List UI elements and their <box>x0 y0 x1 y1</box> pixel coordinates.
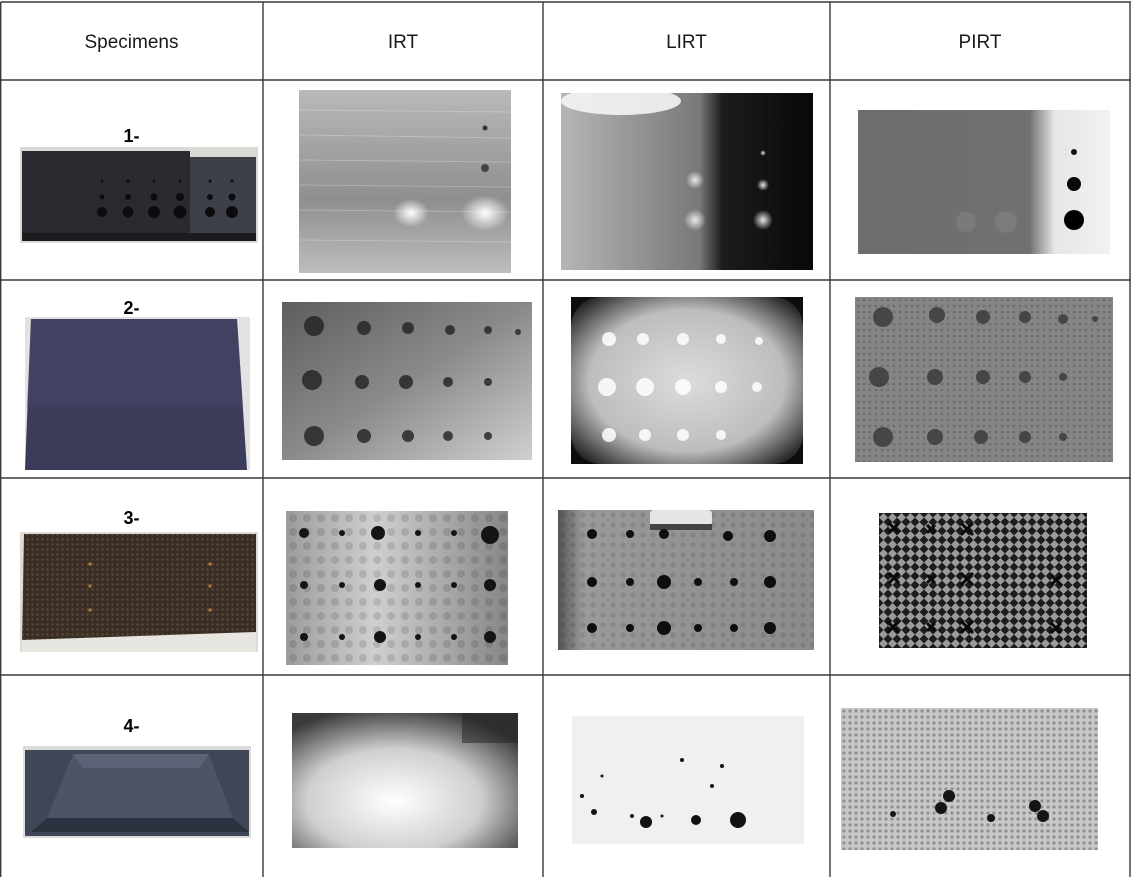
specimen-4-pirt-image <box>841 708 1098 850</box>
specimen-label-1: 1- <box>123 126 140 146</box>
specimen-1-irt-image <box>299 90 511 273</box>
header-irt: IRT <box>387 32 419 53</box>
specimen-1-lirt-image <box>561 93 813 270</box>
specimen-label-2: 2- <box>123 298 140 318</box>
specimen-label-3: 3- <box>123 508 140 528</box>
header-lirt: LIRT <box>666 32 707 53</box>
header-pirt: PIRT <box>958 32 1002 53</box>
specimen-4-photo <box>23 746 251 838</box>
specimen-3-photo <box>20 532 258 652</box>
specimen-2-photo <box>25 317 250 470</box>
specimen-4-irt-image <box>292 713 518 848</box>
specimen-2-irt-image <box>282 302 532 460</box>
specimen-1-photo <box>20 147 258 243</box>
specimen-1-pirt-image <box>858 110 1110 254</box>
specimen-3-irt-image <box>286 511 508 665</box>
specimen-3-pirt-image <box>879 513 1087 648</box>
specimen-2-pirt-image <box>855 297 1113 462</box>
specimen-4-lirt-image <box>572 716 804 844</box>
specimen-label-4: 4- <box>123 716 140 736</box>
specimen-2-lirt-image <box>571 297 803 464</box>
specimen-3-lirt-image <box>558 510 814 650</box>
header-specimens: Specimens <box>84 32 179 53</box>
